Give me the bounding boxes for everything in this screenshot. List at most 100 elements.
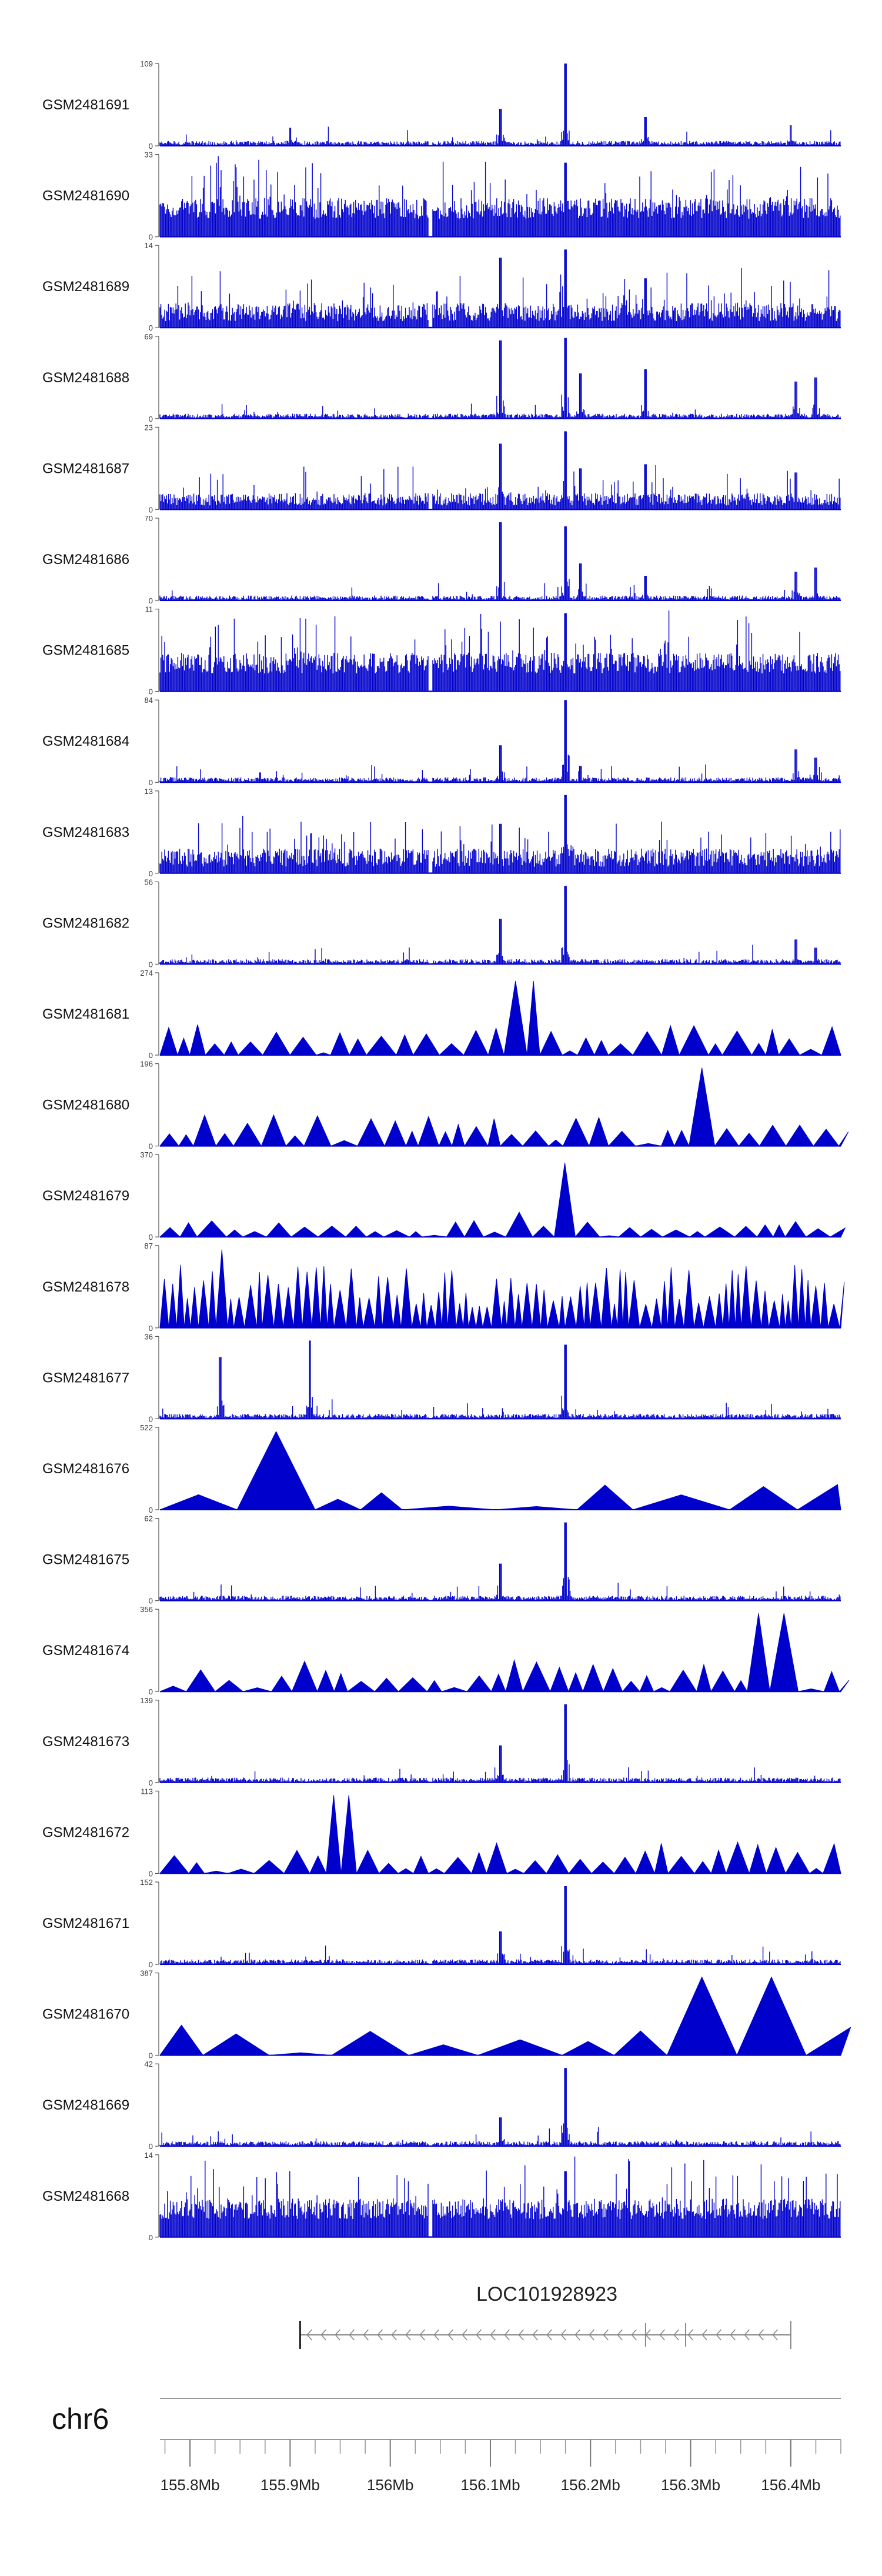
track-gsm2481686: GSM2481686 70 0 [42, 514, 841, 605]
track-gsm2481687: GSM2481687 23 0 [42, 423, 841, 514]
genome-tick-label: 156.1Mb [460, 2476, 520, 2494]
track-label: GSM2481675 [42, 1552, 129, 1568]
genome-tick-label: 155.9Mb [260, 2476, 320, 2494]
y-min-label: 0 [149, 1597, 153, 1606]
y-min-label: 0 [149, 415, 153, 423]
coverage-bars [159, 2156, 841, 2237]
y-min-label: 0 [149, 960, 153, 969]
track-label: GSM2481689 [42, 279, 129, 295]
coverage-bars [159, 1886, 841, 1964]
coverage-bars [159, 795, 841, 873]
coverage-bars [159, 700, 841, 783]
track-gsm2481680: GSM2481680 196 0 [42, 1060, 849, 1151]
strand-arrow [349, 2329, 355, 2341]
strand-arrow [701, 2329, 708, 2341]
coverage-bars [159, 2068, 841, 2147]
track-label: GSM2481691 [42, 97, 129, 113]
y-min-label: 0 [149, 596, 153, 605]
strand-arrow [687, 2329, 694, 2341]
coverage-bars [159, 522, 841, 600]
strand-arrow [546, 2329, 553, 2341]
gene-label: LOC101928923 [476, 2283, 617, 2305]
coverage-area [159, 980, 841, 1056]
strand-arrow [574, 2329, 581, 2341]
y-min-label: 0 [149, 869, 153, 878]
strand-arrow [462, 2329, 468, 2341]
strand-arrow [447, 2329, 454, 2341]
y-max-label: 36 [145, 1332, 153, 1341]
strand-arrow [617, 2329, 623, 2341]
track-gsm2481684: GSM2481684 84 0 [42, 696, 841, 787]
coverage-bars [159, 610, 841, 692]
strand-arrow [320, 2329, 327, 2341]
strand-arrow [758, 2329, 764, 2341]
track-label: GSM2481669 [42, 2097, 129, 2113]
coverage-bars [159, 338, 841, 419]
y-min-label: 0 [149, 1051, 153, 1060]
strand-arrow [363, 2329, 369, 2341]
track-label: GSM2481681 [42, 1006, 129, 1022]
track-label: GSM2481680 [42, 1097, 129, 1113]
strand-arrow [645, 2329, 652, 2341]
track-label: GSM2481683 [42, 825, 129, 840]
track-gsm2481672: GSM2481672 113 0 [42, 1787, 841, 1878]
strand-arrow [391, 2329, 397, 2341]
track-label: GSM2481673 [42, 1734, 129, 1750]
strand-arrow [631, 2329, 637, 2341]
strand-arrow [603, 2329, 609, 2341]
strand-arrow [433, 2329, 440, 2341]
strand-arrow [306, 2329, 313, 2341]
genome-tick-label: 156Mb [367, 2476, 414, 2494]
y-max-label: 387 [140, 1969, 153, 1978]
coverage-area [159, 1976, 851, 2056]
y-min-label: 0 [149, 1960, 153, 1969]
track-gsm2481668: GSM2481668 14 0 [42, 2151, 841, 2242]
chromosome-label: chr6 [52, 2403, 109, 2435]
coverage-bars [159, 64, 841, 146]
y-max-label: 11 [145, 605, 153, 614]
strand-arrow [659, 2329, 666, 2341]
y-min-label: 0 [149, 688, 153, 696]
y-max-label: 113 [141, 1787, 153, 1796]
y-max-label: 56 [145, 877, 153, 886]
y-max-label: 62 [145, 1514, 153, 1523]
track-label: GSM2481668 [42, 2188, 129, 2204]
gene-track: LOC101928923 [299, 2283, 791, 2349]
track-gsm2481671: GSM2481671 152 0 [42, 1878, 841, 1969]
y-max-label: 13 [145, 787, 153, 796]
strand-arrow [673, 2329, 680, 2341]
track-label: GSM2481682 [42, 915, 129, 931]
track-gsm2481682: GSM2481682 56 0 [42, 877, 841, 969]
strand-arrow [405, 2329, 412, 2341]
coverage-bars [159, 1340, 841, 1419]
y-max-label: 109 [140, 59, 153, 68]
genome-tick-label: 156.4Mb [761, 2476, 820, 2494]
strand-arrow [744, 2329, 750, 2341]
track-label: GSM2481688 [42, 370, 129, 386]
y-max-label: 33 [145, 151, 153, 159]
track-gsm2481675: GSM2481675 62 0 [42, 1514, 841, 1606]
coverage-bars [159, 1704, 841, 1783]
track-gsm2481676: GSM2481676 522 0 [42, 1423, 841, 1514]
y-max-label: 356 [140, 1605, 153, 1614]
y-max-label: 23 [145, 423, 153, 432]
coverage-area [159, 1163, 846, 1238]
strand-arrow [589, 2329, 595, 2341]
y-min-label: 0 [149, 2142, 153, 2151]
y-min-label: 0 [149, 142, 153, 151]
coverage-tracks: GSM24816911090GSM2481690330GSM2481689140… [42, 59, 851, 2242]
coverage-area [159, 1795, 841, 1875]
track-gsm2481670: GSM2481670 387 0 [42, 1969, 851, 2060]
strand-arrow [476, 2329, 482, 2341]
strand-arrow [772, 2329, 779, 2341]
track-gsm2481691: GSM2481691 109 0 [42, 59, 841, 151]
y-min-label: 0 [149, 323, 153, 332]
strand-arrow [335, 2329, 341, 2341]
y-max-label: 274 [140, 969, 153, 977]
coverage-area [159, 1430, 841, 1510]
y-min-label: 0 [149, 1869, 153, 1878]
y-min-label: 0 [149, 1506, 153, 1514]
y-min-label: 0 [149, 505, 153, 514]
strand-arrow [730, 2329, 736, 2341]
